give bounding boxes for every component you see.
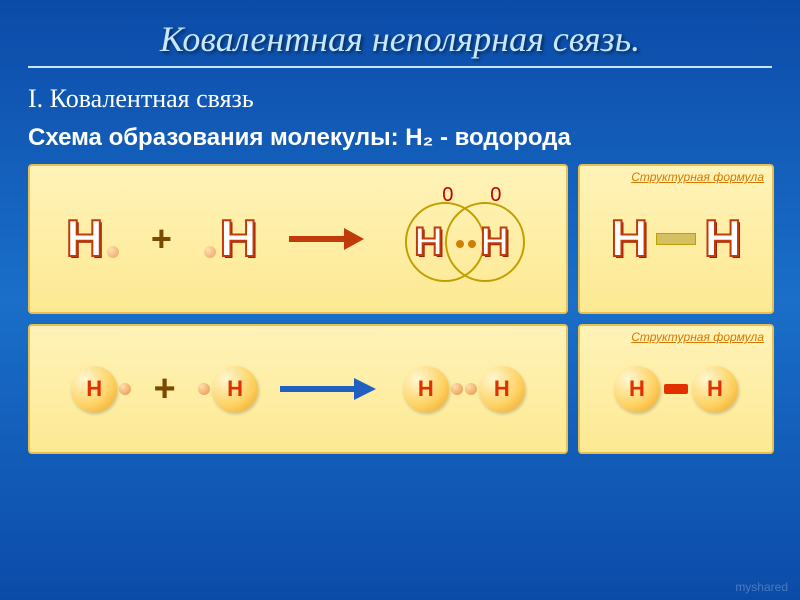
atom-sphere-icon: H xyxy=(403,366,449,412)
slide-container: Ковалентная неполярная связь. I. Ковален… xyxy=(0,0,800,472)
title-underline xyxy=(28,66,772,68)
structural-formula-1: Н Н xyxy=(590,172,762,306)
atom3d-right: H xyxy=(198,366,258,412)
h-symbol-3d: H xyxy=(494,376,510,402)
panel-row2-formula: Структурная формула H H xyxy=(578,324,774,454)
bond-icon xyxy=(664,384,688,394)
h-symbol: Н xyxy=(414,220,443,265)
atom3d-left: H xyxy=(71,366,131,412)
h-symbol: Н xyxy=(610,209,648,269)
atom-sphere-icon: H xyxy=(479,366,525,412)
row2-content: H + H H H xyxy=(40,332,556,446)
panels-grid: Н + Н 0 0 Н Н xyxy=(28,164,772,454)
atom-sphere-icon: H xyxy=(614,366,660,412)
electron-dot-icon xyxy=(451,383,463,395)
atom-left: Н xyxy=(66,209,120,269)
plus-sign: + xyxy=(154,368,176,411)
atom-right: Н xyxy=(204,209,258,269)
row1-content: Н + Н 0 0 Н Н xyxy=(40,172,556,306)
electron-dot-icon xyxy=(465,383,477,395)
panel-row2-main: H + H H H xyxy=(28,324,568,454)
panel-label: Структурная формула xyxy=(631,330,764,344)
panel-label: Структурная формула xyxy=(631,170,764,184)
plus-sign: + xyxy=(151,218,172,260)
h-symbol: Н xyxy=(66,210,104,268)
panel-row1-formula: Структурная формула Н Н xyxy=(578,164,774,314)
electron-dot-icon xyxy=(198,383,210,395)
structural-formula-2: H H xyxy=(590,332,762,446)
atom-sphere-icon: H xyxy=(692,366,738,412)
arrow-icon xyxy=(280,382,380,396)
electron-dot-icon xyxy=(107,246,119,258)
h-symbol-3d: H xyxy=(707,376,723,402)
atom-sphere-icon: H xyxy=(71,366,117,412)
watermark: myshared xyxy=(735,580,788,594)
molecule3d: H H xyxy=(403,366,525,412)
h-symbol: Н xyxy=(704,209,742,269)
electron-dot-icon xyxy=(119,383,131,395)
subtitle: I. Ковалентная связь xyxy=(28,84,772,114)
slide-title: Ковалентная неполярная связь. xyxy=(28,18,772,60)
panel-row1-main: Н + Н 0 0 Н Н xyxy=(28,164,568,314)
bond-icon xyxy=(656,233,696,245)
h-symbol: Н xyxy=(220,210,258,268)
h-symbol: Н xyxy=(480,220,509,265)
scheme-label: Схема образования молекулы: Н₂ - водород… xyxy=(28,124,772,152)
atom-sphere-icon: H xyxy=(212,366,258,412)
h-symbol-3d: H xyxy=(418,376,434,402)
h-symbol-3d: H xyxy=(227,376,243,402)
h-symbol-3d: H xyxy=(629,376,645,402)
h-symbol-3d: H xyxy=(86,376,102,402)
arrow-icon xyxy=(289,232,369,246)
electron-dot-icon xyxy=(204,246,216,258)
molecule-overlap: 0 0 Н Н xyxy=(400,184,530,294)
